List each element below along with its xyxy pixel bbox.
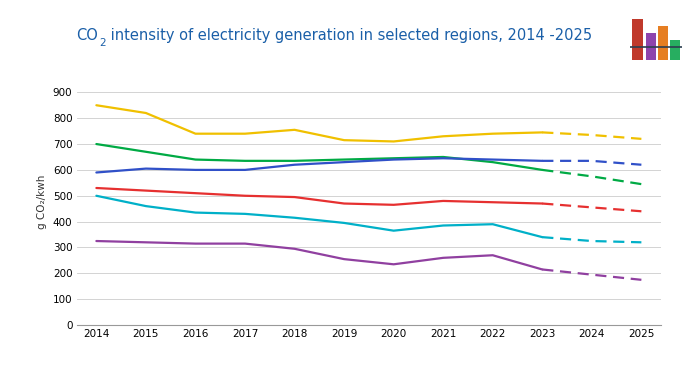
Bar bbox=[658, 26, 668, 60]
Text: 2: 2 bbox=[100, 38, 106, 48]
Text: intensity of electricity generation in selected regions, 2014 -2025: intensity of electricity generation in s… bbox=[106, 28, 592, 43]
Legend: World, United States, China, India, European Union, Southeast Asia: World, United States, China, India, Euro… bbox=[125, 375, 612, 378]
Bar bbox=[633, 19, 643, 60]
Text: CO: CO bbox=[77, 28, 98, 43]
Bar bbox=[645, 34, 656, 60]
Bar bbox=[670, 40, 680, 60]
Y-axis label: g CO₂/kwh: g CO₂/kwh bbox=[37, 175, 47, 229]
